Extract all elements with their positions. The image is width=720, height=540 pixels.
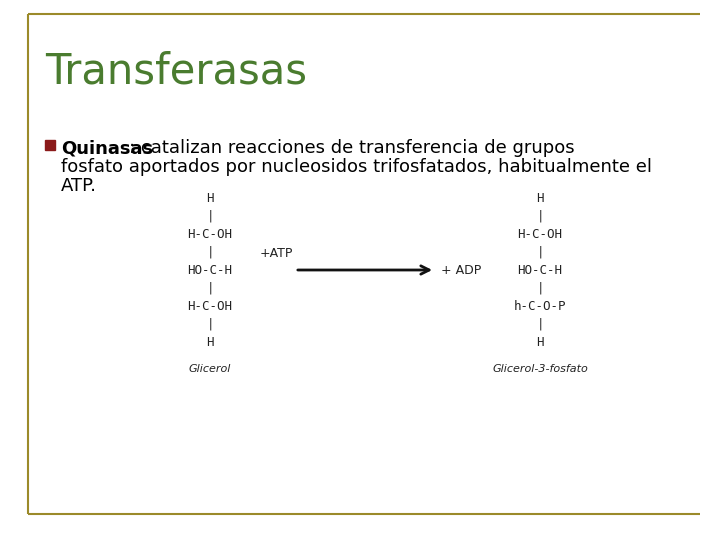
Text: : catalizan reacciones de transferencia de grupos: : catalizan reacciones de transferencia … — [129, 139, 575, 157]
Text: H: H — [206, 192, 214, 205]
Text: ATP.: ATP. — [61, 177, 97, 195]
Text: H-C-OH: H-C-OH — [187, 300, 233, 313]
Text: H: H — [536, 335, 544, 348]
Text: H: H — [536, 192, 544, 205]
Text: Quinasas: Quinasas — [61, 139, 153, 157]
Text: |: | — [206, 246, 214, 259]
Text: |: | — [536, 318, 544, 330]
Text: + ADP: + ADP — [441, 264, 481, 276]
Bar — [45, 140, 55, 150]
Text: HO-C-H: HO-C-H — [187, 264, 233, 276]
Text: |: | — [536, 210, 544, 222]
Text: H-C-OH: H-C-OH — [518, 227, 562, 240]
Text: Transferasas: Transferasas — [45, 50, 307, 92]
Text: h-C-O-P: h-C-O-P — [514, 300, 566, 313]
Text: |: | — [206, 281, 214, 294]
Text: HO-C-H: HO-C-H — [518, 264, 562, 276]
Text: Glicerol: Glicerol — [189, 364, 231, 374]
Text: fosfato aportados por nucleosidos trifosfatados, habitualmente el: fosfato aportados por nucleosidos trifos… — [61, 158, 652, 176]
Text: H: H — [206, 335, 214, 348]
Text: |: | — [536, 246, 544, 259]
Text: |: | — [536, 281, 544, 294]
Text: |: | — [206, 210, 214, 222]
Text: Glicerol-3-fosfato: Glicerol-3-fosfato — [492, 364, 588, 374]
Text: H-C-OH: H-C-OH — [187, 227, 233, 240]
Text: |: | — [206, 318, 214, 330]
Text: +ATP: +ATP — [260, 247, 293, 260]
